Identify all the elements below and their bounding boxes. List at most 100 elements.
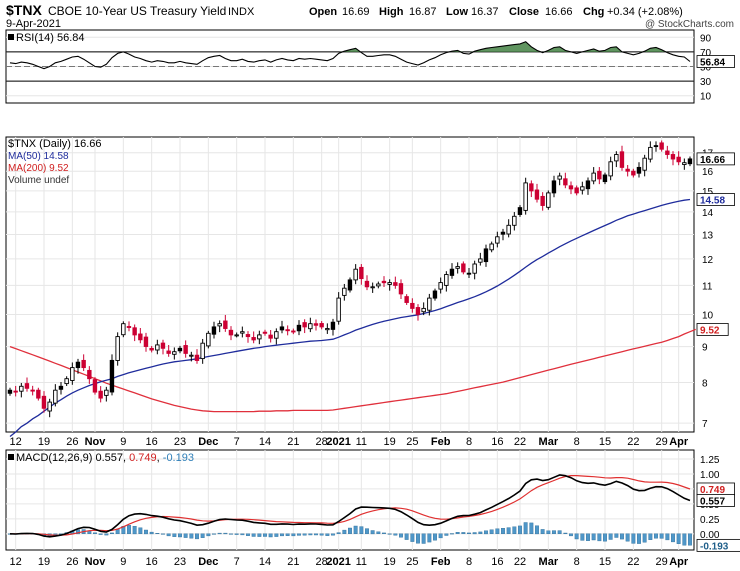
macd-histogram-bar	[427, 533, 432, 543]
candle	[330, 318, 336, 336]
candle	[228, 326, 234, 341]
macd-legend-part: -0.193	[163, 452, 194, 464]
candle-body	[387, 282, 392, 285]
candle-body	[138, 333, 143, 341]
candle-body	[75, 361, 81, 369]
candle-body	[36, 389, 41, 399]
rsi-legend: RSI(14) 56.84	[8, 32, 84, 44]
price-legend-text: $TNX (Daily) 16.66	[8, 138, 102, 150]
candle-body	[30, 389, 35, 392]
candle	[529, 180, 534, 198]
macd-histogram-bar	[126, 525, 131, 534]
rsi-tick-label: 50	[700, 63, 712, 74]
macd-panel: 0.000.250.500.751.001.250.7490.557-0.193…	[5, 449, 740, 568]
macd-histogram-bar	[557, 530, 562, 534]
candle-body	[234, 334, 239, 337]
macd-histogram-bar	[348, 527, 352, 535]
x-tick-label: Nov	[85, 436, 107, 448]
candle-body	[92, 379, 98, 393]
candle	[70, 362, 75, 385]
candle	[30, 385, 35, 396]
candle-body	[98, 390, 103, 399]
candle	[308, 317, 313, 333]
rsi-panel: 10 30 50 70 90 56.84	[5, 29, 735, 104]
macd-histogram-bar	[597, 533, 602, 542]
candle	[262, 329, 268, 336]
candle	[104, 386, 109, 402]
macd-histogram-bar	[234, 533, 239, 535]
price-legend: $TNX (Daily) 16.66 MA(50) 14.58 MA(200) …	[8, 138, 102, 186]
x-tick-label-bottom: 26	[66, 556, 78, 568]
candle	[19, 382, 24, 398]
macd-histogram-bar	[467, 532, 471, 535]
candle	[7, 387, 13, 396]
macd-histogram-bar	[614, 533, 619, 538]
candle	[546, 190, 551, 210]
x-tick-label: 16	[491, 436, 503, 448]
candle-body	[551, 180, 557, 194]
macd-tick-label: 1.25	[700, 455, 720, 466]
candle-body	[381, 280, 387, 284]
x-tick-label: 25	[406, 436, 418, 448]
candle-body	[353, 268, 358, 281]
candle-body	[421, 307, 426, 313]
candle	[670, 151, 676, 166]
candle-body	[574, 187, 579, 194]
candle-body	[461, 263, 466, 273]
candle-body	[87, 369, 92, 380]
candle	[353, 264, 358, 285]
candle-body	[189, 354, 194, 357]
candle	[296, 320, 302, 336]
x-tick-label-bottom: 22	[627, 556, 639, 568]
candle	[245, 331, 251, 343]
ma200-last-value-bg	[696, 323, 729, 336]
macd-histogram-bar	[291, 533, 296, 537]
candle	[427, 293, 432, 316]
candle-body	[291, 330, 296, 333]
macd-histogram-bar	[478, 531, 483, 535]
x-tick-label-bottom: 28	[316, 556, 328, 568]
macd-histogram-bar	[189, 533, 194, 539]
candle-body	[687, 158, 693, 165]
candle-body	[121, 323, 126, 336]
candle	[432, 288, 438, 301]
macd-last-value: 0.557	[700, 496, 725, 507]
candle	[41, 391, 47, 413]
macd-histogram-bar	[625, 533, 630, 542]
macd-histogram-bar	[166, 533, 171, 537]
candle	[194, 349, 200, 364]
candle-body	[330, 321, 336, 330]
macd-histogram-bar	[183, 533, 188, 538]
candle-body	[302, 322, 307, 328]
candle	[512, 212, 517, 231]
candle-body	[591, 172, 596, 182]
candle	[398, 279, 404, 300]
candle	[251, 331, 256, 344]
x-tick-label: 22	[627, 436, 639, 448]
candle	[591, 167, 596, 185]
macd-histogram-bar	[353, 525, 358, 535]
macd-histogram-bar	[620, 533, 624, 540]
x-tick-label: 16	[146, 436, 158, 448]
ma50-last-value: 14.58	[700, 196, 725, 207]
candle-body	[342, 287, 347, 296]
candle	[302, 319, 307, 334]
candle-body	[370, 286, 375, 289]
candle	[676, 151, 681, 166]
candle	[574, 185, 579, 196]
macd-histogram-bar	[421, 533, 426, 544]
x-tick-label: Feb	[431, 436, 451, 448]
macd-histogram-bar	[172, 533, 177, 537]
candle	[285, 325, 290, 336]
macd-histogram-bar	[274, 533, 279, 537]
candle-body	[580, 186, 585, 191]
low-value: 16.37	[471, 6, 499, 18]
macd-histogram-bar	[297, 533, 301, 536]
macd-histogram-bar	[688, 533, 692, 546]
candle-body	[523, 182, 528, 211]
x-tick-label: 2021	[326, 436, 350, 448]
candle	[257, 330, 262, 345]
candle-body	[636, 166, 642, 174]
x-tick-label-bottom: 29	[656, 556, 668, 568]
x-tick-label-bottom: 22	[514, 556, 526, 568]
